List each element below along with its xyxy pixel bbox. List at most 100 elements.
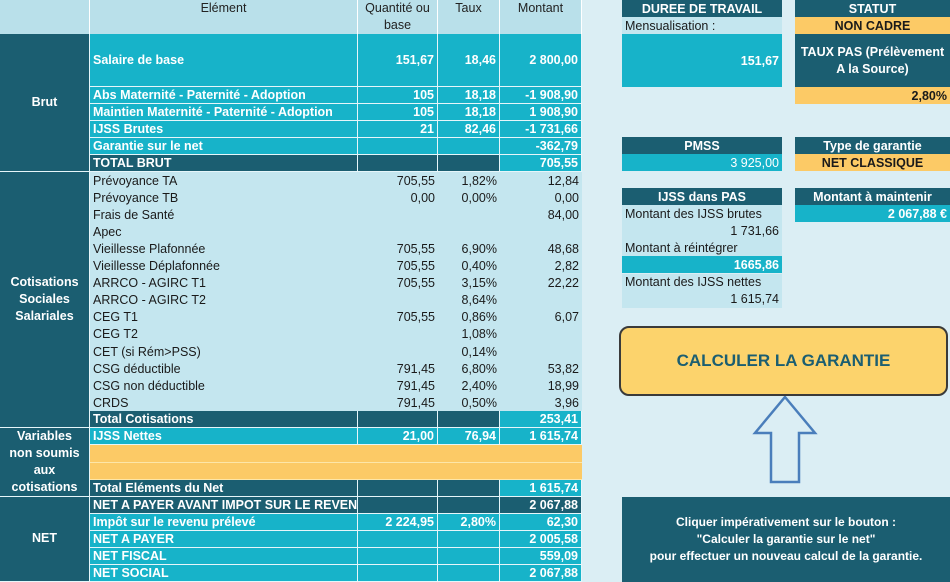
table-cell: 48,68 bbox=[500, 240, 582, 258]
panel-title: PMSS bbox=[622, 137, 782, 155]
table-cell: 6,90% bbox=[438, 240, 500, 258]
table-cell bbox=[358, 411, 438, 429]
table-cell bbox=[500, 223, 582, 241]
empty-row bbox=[90, 462, 358, 480]
table-cell: 2 800,00 bbox=[500, 34, 582, 87]
table-cell: Frais de Santé bbox=[90, 206, 358, 224]
empty-row bbox=[500, 462, 582, 480]
empty-row bbox=[438, 462, 500, 480]
table-cell: 84,00 bbox=[500, 206, 582, 224]
table-cell: 0,86% bbox=[438, 308, 500, 326]
table-cell bbox=[438, 496, 500, 514]
table-cell bbox=[438, 479, 500, 497]
header-cell: Taux bbox=[438, 0, 500, 34]
table-cell: -1 731,66 bbox=[500, 121, 582, 139]
table-cell bbox=[358, 138, 438, 156]
table-cell bbox=[438, 564, 500, 582]
table-cell: 0,40% bbox=[438, 257, 500, 275]
table-cell: CSG déductible bbox=[90, 360, 358, 378]
table-cell bbox=[438, 138, 500, 156]
table-cell bbox=[438, 530, 500, 548]
instruction-line: Cliquer impérativement sur le bouton : bbox=[675, 515, 897, 529]
table-cell: IJSS Brutes bbox=[90, 121, 358, 139]
table-cell: CEG T1 bbox=[90, 308, 358, 326]
panel-value: NON CADRE bbox=[795, 17, 950, 35]
table-cell: 6,80% bbox=[438, 360, 500, 378]
table-cell bbox=[438, 547, 500, 565]
table-cell: 22,22 bbox=[500, 274, 582, 292]
panel-value: 1 615,74 bbox=[622, 290, 782, 308]
table-cell bbox=[358, 496, 438, 514]
panel-value: 3 925,00 bbox=[622, 154, 782, 172]
table-cell: 791,45 bbox=[358, 377, 438, 395]
table-cell: 6,07 bbox=[500, 308, 582, 326]
table-cell: 2 224,95 bbox=[358, 513, 438, 531]
table-cell: -362,79 bbox=[500, 138, 582, 156]
table-cell: 8,64% bbox=[438, 291, 500, 309]
table-cell: 105 bbox=[358, 87, 438, 105]
table-cell: 3,96 bbox=[500, 394, 582, 412]
table-cell: 705,55 bbox=[358, 257, 438, 275]
table-cell bbox=[500, 343, 582, 361]
table-cell: 105 bbox=[358, 104, 438, 122]
empty-row bbox=[358, 462, 438, 480]
panel-label: Montant des IJSS brutes bbox=[622, 205, 782, 223]
table-cell: ARRCO - AGIRC T2 bbox=[90, 291, 358, 309]
group-label: NET bbox=[0, 496, 90, 582]
table-cell: 0,50% bbox=[438, 394, 500, 412]
table-cell: 151,67 bbox=[358, 34, 438, 87]
table-cell: 2 005,58 bbox=[500, 530, 582, 548]
table-cell: Total Eléments du Net bbox=[90, 479, 358, 497]
table-cell: 0,00 bbox=[500, 189, 582, 207]
table-cell: TOTAL BRUT bbox=[90, 155, 358, 173]
panel-value: 1665,86 bbox=[622, 256, 782, 274]
panel-value: NET CLASSIQUE bbox=[795, 154, 950, 172]
panel-title: TAUX PAS (Prélèvement A la Source) bbox=[795, 34, 950, 88]
table-cell bbox=[358, 530, 438, 548]
table-cell: Garantie sur le net bbox=[90, 138, 358, 156]
table-cell bbox=[358, 223, 438, 241]
panel-value: 2,80% bbox=[795, 87, 950, 105]
panel-label: Mensualisation : bbox=[622, 17, 782, 35]
table-cell: Apec bbox=[90, 223, 358, 241]
panel-title: STATUT bbox=[795, 0, 950, 18]
instruction-line: pour effectuer un nouveau calcul de la g… bbox=[649, 549, 923, 563]
table-cell: 18,18 bbox=[438, 104, 500, 122]
group-label: Cotisations Sociales Salariales bbox=[0, 172, 90, 429]
table-cell bbox=[438, 411, 500, 429]
table-cell: 21 bbox=[358, 121, 438, 139]
panel-title: Montant à maintenir bbox=[795, 188, 950, 206]
calculate-button[interactable]: CALCULER LA GARANTIE bbox=[619, 326, 948, 396]
table-cell: Impôt sur le revenu prélevé bbox=[90, 513, 358, 531]
header-cell: Montant bbox=[500, 0, 582, 34]
table-cell: Vieillesse Déplafonnée bbox=[90, 257, 358, 275]
table-cell: 2,82 bbox=[500, 257, 582, 275]
up-arrow bbox=[752, 395, 818, 484]
table-cell: 18,46 bbox=[438, 34, 500, 87]
table-cell: -1 908,90 bbox=[500, 87, 582, 105]
table-cell: 791,45 bbox=[358, 394, 438, 412]
table-cell: NET SOCIAL bbox=[90, 564, 358, 582]
table-cell bbox=[358, 343, 438, 361]
table-cell bbox=[358, 547, 438, 565]
table-cell: 1 908,90 bbox=[500, 104, 582, 122]
table-cell: NET FISCAL bbox=[90, 547, 358, 565]
table-cell: 18,18 bbox=[438, 87, 500, 105]
instructions-box: Cliquer impérativement sur le bouton : "C… bbox=[622, 497, 950, 582]
table-cell bbox=[500, 325, 582, 344]
table-cell bbox=[358, 325, 438, 344]
table-cell: IJSS Nettes bbox=[90, 428, 358, 446]
table-cell bbox=[358, 155, 438, 173]
table-cell: Salaire de base bbox=[90, 34, 358, 87]
table-cell: 0,14% bbox=[438, 343, 500, 361]
table-cell: 791,45 bbox=[358, 360, 438, 378]
panel-label: Montant des IJSS nettes bbox=[622, 273, 782, 291]
table-cell: 559,09 bbox=[500, 547, 582, 565]
header-cell bbox=[0, 0, 90, 34]
table-cell: 1 615,74 bbox=[500, 428, 582, 446]
table-cell: Abs Maternité - Paternité - Adoption bbox=[90, 87, 358, 105]
table-cell: 21,00 bbox=[358, 428, 438, 446]
table-cell: CRDS bbox=[90, 394, 358, 412]
panel-value: 1 731,66 bbox=[622, 222, 782, 240]
